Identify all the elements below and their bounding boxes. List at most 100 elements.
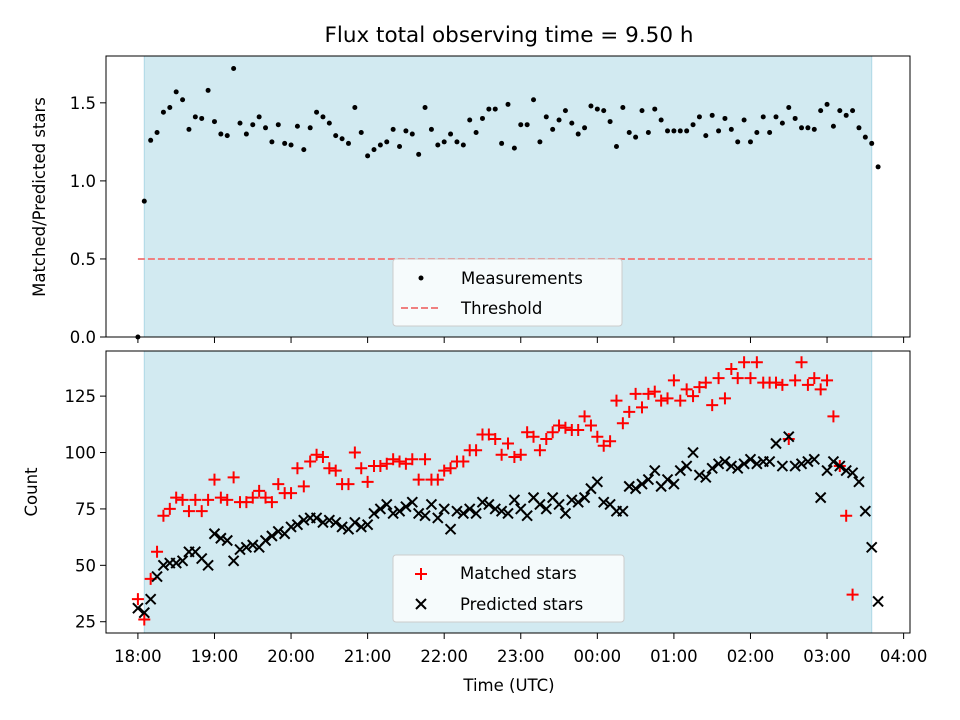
matched-star-point	[489, 432, 502, 445]
matched-star-point	[629, 387, 642, 400]
measurement-point	[486, 106, 492, 112]
measurement-point	[665, 128, 671, 134]
bottom-legend[interactable]: Matched stars Predicted stars	[392, 554, 625, 623]
measurement-point	[569, 120, 575, 126]
predicted-star-point	[834, 460, 846, 472]
x-tick-label: 04:00	[880, 647, 928, 666]
matched-star-point	[801, 378, 814, 391]
predicted-star-point	[381, 498, 393, 511]
measurement-point	[448, 131, 454, 137]
predicted-star-point	[425, 498, 438, 511]
matched-star-point	[285, 487, 298, 500]
measurement-point	[173, 89, 179, 95]
measurement-point	[263, 125, 269, 131]
matched-star-point	[648, 385, 661, 398]
measurement-point	[582, 125, 588, 131]
measurement-point	[760, 114, 766, 120]
matched-star-point	[827, 410, 840, 423]
measurement-point	[492, 106, 498, 112]
matched-star-point	[808, 372, 821, 385]
legend-matched-label: Matched stars	[460, 564, 577, 583]
predicted-star-point	[457, 507, 470, 520]
matched-star-point	[131, 593, 144, 606]
predicted-star-point	[732, 462, 744, 475]
matched-star-point	[584, 419, 597, 432]
predicted-star-point	[221, 534, 233, 547]
y-tick-label: 50	[75, 556, 96, 575]
measurement-point	[141, 198, 147, 204]
measurement-point	[709, 112, 715, 118]
matched-star-point	[706, 399, 719, 412]
measurement-point	[613, 144, 619, 150]
matched-star-point	[182, 505, 195, 518]
measurement-point	[454, 139, 460, 145]
predicted-star-point	[368, 507, 380, 520]
predicted-star-point	[310, 512, 323, 524]
bottom-plot-frame	[105, 350, 911, 634]
predicted-star-point	[317, 516, 329, 529]
predicted-star-point	[266, 530, 278, 542]
predicted-star-point	[387, 507, 399, 520]
predicted-star-point	[464, 503, 476, 515]
y-tick-label: 125	[65, 387, 97, 406]
y-tick-label: 25	[75, 613, 96, 632]
predicted-star-point	[361, 519, 374, 531]
top-y-axis: 0.0 0.5 1.0 1.5	[70, 94, 106, 347]
measurement-point	[307, 125, 313, 131]
predicted-star-point	[291, 519, 304, 531]
measurement-point	[786, 105, 792, 111]
predicted-star-point	[636, 478, 648, 490]
matched-star-point	[655, 394, 668, 407]
predicted-star-point	[349, 516, 361, 529]
measurement-point	[620, 105, 626, 111]
matched-star-point	[661, 392, 674, 405]
matched-star-point	[776, 378, 789, 391]
predicted-star-point	[840, 464, 852, 477]
predicted-star-point	[770, 437, 782, 450]
predicted-star-point	[444, 523, 457, 535]
top-y-axis-label: Matched/Predicted stars	[30, 97, 49, 297]
predicted-star-point	[827, 455, 840, 468]
measurement-point	[352, 105, 358, 111]
matched-star-point	[227, 471, 240, 484]
predicted-star-point	[591, 476, 604, 488]
measurement-point	[754, 129, 760, 135]
measurement-point	[345, 140, 351, 146]
matched-star-point	[540, 432, 553, 445]
matched-star-point	[431, 473, 444, 486]
predicted-star-point	[208, 528, 221, 540]
measurement-point	[633, 134, 639, 140]
matched-star-point	[750, 356, 763, 369]
predicted-star-point	[489, 503, 501, 515]
predicted-star-point	[725, 460, 738, 472]
measurement-point	[818, 108, 824, 114]
predicted-star-point	[336, 521, 348, 533]
top-legend[interactable]: Measurements Threshold	[392, 258, 623, 327]
x-tick-label: 21:00	[344, 647, 392, 666]
measurement-point	[211, 119, 217, 125]
measurement-point	[735, 139, 741, 145]
matched-star-point	[482, 428, 495, 441]
measurement-point	[403, 128, 409, 134]
measurement-point	[575, 131, 581, 137]
matched-star-point	[387, 453, 400, 466]
matched-star-point	[329, 464, 342, 477]
predicted-star-point	[400, 500, 412, 513]
matched-star-point	[687, 390, 700, 403]
measurement-point	[779, 120, 785, 126]
measurement-point	[811, 126, 817, 132]
measurement-point	[231, 65, 237, 71]
matched-star-point	[674, 394, 687, 407]
predicted-star-point	[234, 543, 246, 556]
predicted-star-point	[502, 507, 514, 520]
bottom-legend-box	[392, 554, 625, 623]
x-tick-label: 03:00	[803, 647, 851, 666]
y-tick-label: 1.5	[70, 94, 96, 113]
legend-threshold-label: Threshold	[460, 299, 542, 318]
measurement-point	[562, 108, 568, 114]
predicted-star-point	[751, 458, 763, 470]
matched-star-point	[361, 475, 374, 488]
predicted-star-point	[323, 514, 336, 526]
measurement-point	[639, 108, 645, 114]
